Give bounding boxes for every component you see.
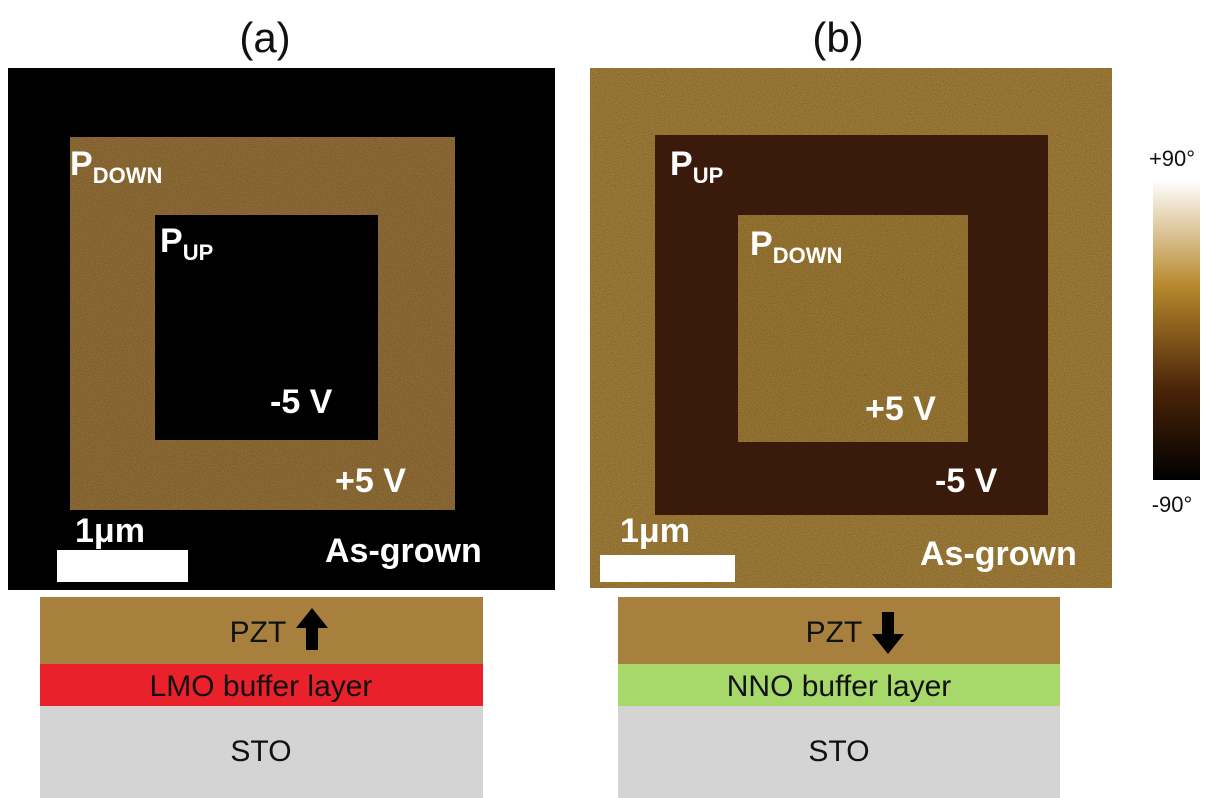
state-label: As-grown <box>920 535 1077 573</box>
domain-label: PUP <box>160 222 213 265</box>
layer-label: PZT <box>806 616 863 649</box>
voltage-label: +5 V <box>865 390 936 428</box>
layer-label: PZT <box>230 616 287 649</box>
scale-bar-label: 1μm <box>75 512 145 550</box>
scale-bar-label: 1μm <box>620 512 690 550</box>
domain-label: PDOWN <box>70 145 162 188</box>
voltage-label: +5 V <box>335 462 406 500</box>
pfm-image-a: PDOWN PUP -5 V +5 V 1μm As-grown <box>8 68 555 590</box>
layer-label: STO <box>808 735 869 768</box>
domain-label: PUP <box>670 145 723 188</box>
layer-label: LMO buffer layer <box>150 670 373 703</box>
colorbar <box>1153 180 1200 480</box>
layer-stack-b: PZT NNO buffer layer STO <box>618 597 1060 798</box>
domain-label: PDOWN <box>750 225 842 268</box>
state-label: As-grown <box>325 532 482 570</box>
panel-label: (b) <box>812 14 863 61</box>
voltage-label: -5 V <box>270 383 333 421</box>
voltage-label: -5 V <box>935 462 998 500</box>
pfm-image-b: PUP PDOWN +5 V -5 V 1μm As-grown <box>590 68 1112 588</box>
layer-label: NNO buffer layer <box>727 670 952 703</box>
panel-label: (a) <box>239 14 290 61</box>
colorbar-max: +90° <box>1149 146 1195 171</box>
layer-label: STO <box>230 735 291 768</box>
colorbar-min: -90° <box>1152 492 1193 517</box>
polarization-arrow <box>296 608 328 650</box>
polarization-arrow <box>872 612 904 654</box>
layer-stack-a: PZT LMO buffer layer STO <box>40 597 483 798</box>
